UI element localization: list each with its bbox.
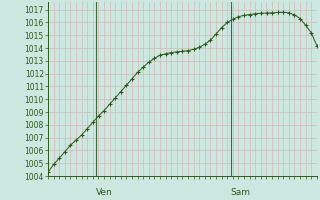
- Text: Sam: Sam: [231, 188, 251, 197]
- Text: Ven: Ven: [96, 188, 113, 197]
